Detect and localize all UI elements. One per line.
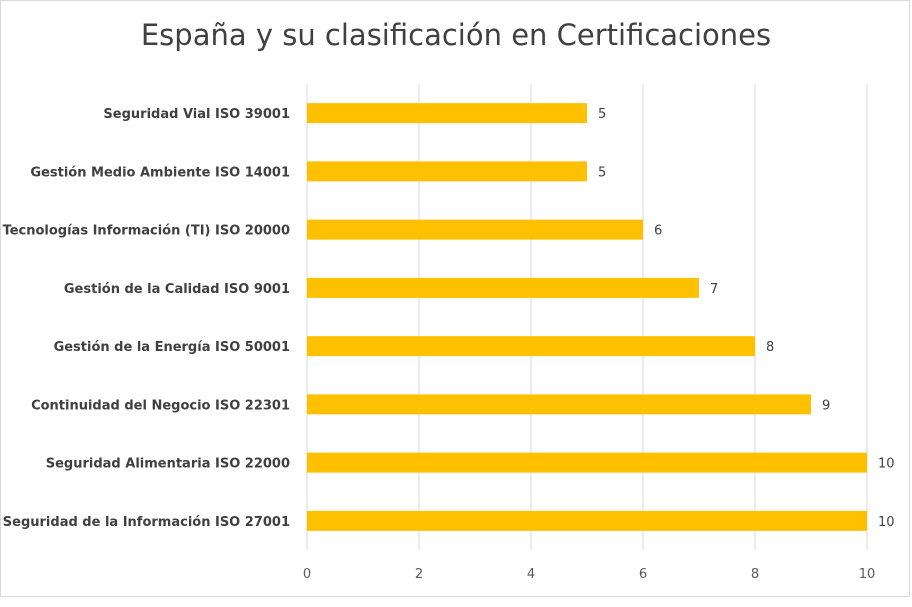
bars [307,103,867,531]
x-tick-label: 0 [303,567,311,582]
x-tick-label: 10 [859,567,876,582]
category-label: Seguridad Vial ISO 39001 [103,107,290,122]
category-label: Seguridad de la Información ISO 27001 [3,515,290,530]
x-tick-label: 4 [527,567,535,582]
bar [307,277,699,298]
category-label: Tecnologías Información (TI) ISO 20000 [3,224,290,239]
data-label: 6 [654,224,662,239]
data-label: 10 [878,457,895,472]
chart-title: España y su clasificación en Certificaci… [140,18,772,52]
bar [307,161,587,182]
data-label: 9 [822,398,830,413]
bar [307,336,755,357]
category-label: Gestión Medio Ambiente ISO 14001 [30,165,290,180]
bar [307,219,643,240]
category-labels: Seguridad Vial ISO 39001 Gestión Medio Am… [3,107,290,530]
data-label: 7 [710,282,718,297]
data-label: 5 [598,165,606,180]
data-labels: 5 5 6 7 8 9 10 10 [598,107,895,530]
data-label: 5 [598,107,606,122]
x-tick-label: 8 [751,567,759,582]
category-label: Gestión de la Calidad ISO 9001 [64,282,290,297]
x-tick-label: 2 [415,567,423,582]
category-label: Continuidad del Negocio ISO 22301 [31,398,290,413]
category-label: Seguridad Alimentaria ISO 22000 [46,457,290,472]
x-axis-tick-labels: 0 2 4 6 8 10 [303,567,875,582]
category-label: Gestión de la Energía ISO 50001 [54,340,290,355]
x-tick-label: 6 [639,567,647,582]
bar [307,103,587,124]
data-label: 8 [766,340,774,355]
bar [307,394,811,415]
gridlines [306,84,868,550]
data-label: 10 [878,515,895,530]
bar [307,452,867,473]
bar [307,510,867,531]
